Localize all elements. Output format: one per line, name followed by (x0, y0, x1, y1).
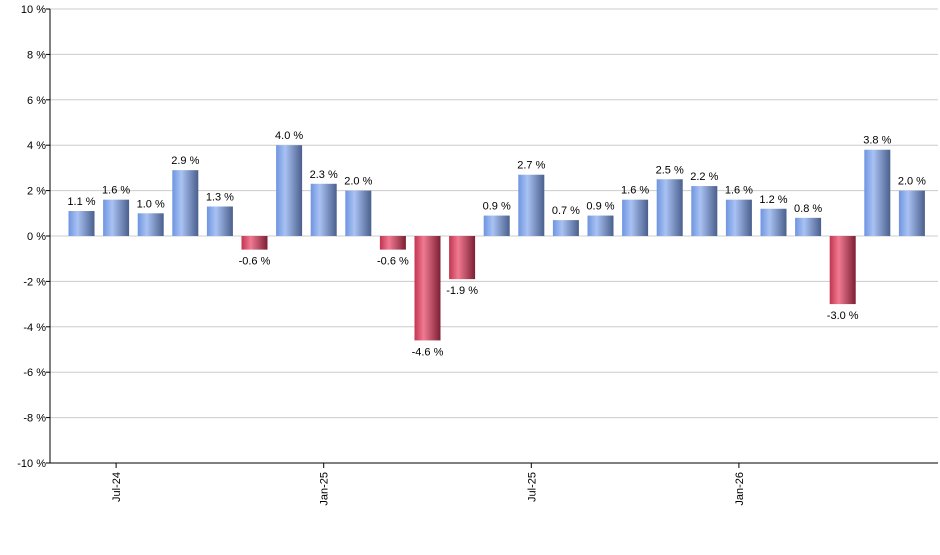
value-label-2025-06: 0.9 % (483, 201, 511, 213)
bar-2025-07 (518, 174, 545, 236)
value-label-2026-06: 2.0 % (898, 176, 926, 188)
bar-2024-10 (206, 206, 233, 236)
value-label-2026-05: 3.8 % (863, 135, 891, 147)
bar-2026-05 (864, 149, 891, 236)
y-tick-label: -8 % (23, 413, 46, 425)
y-tick-label: -6 % (23, 367, 46, 379)
bar-2024-08 (137, 213, 164, 236)
bar-2026-02 (760, 208, 787, 236)
y-tick-label: 2 % (27, 186, 46, 198)
value-label-2024-08: 1.0 % (137, 198, 165, 210)
bar-2025-05 (449, 236, 476, 280)
bars (68, 145, 925, 341)
value-label-2024-07: 1.6 % (102, 185, 130, 197)
value-label-2025-03: -0.6 % (377, 256, 409, 268)
value-label-2026-02: 1.2 % (759, 194, 787, 206)
bar-2025-04 (414, 236, 441, 341)
value-label-2024-10: 1.3 % (206, 191, 234, 203)
value-label-2026-04: -3.0 % (827, 310, 859, 322)
bar-2025-03 (379, 236, 406, 250)
bar-2024-07 (103, 199, 130, 236)
bar-2025-08 (552, 220, 579, 236)
value-label-2025-10: 1.6 % (621, 185, 649, 197)
value-label-2025-07: 2.7 % (517, 160, 545, 172)
value-label-2025-11: 2.5 % (656, 164, 684, 176)
bar-2025-02 (345, 190, 372, 236)
value-label-2026-01: 1.6 % (725, 185, 753, 197)
value-label-2024-09: 2.9 % (171, 155, 199, 167)
bar-2026-01 (725, 199, 752, 236)
bar-2026-04 (829, 236, 856, 305)
x-tick-label: Jan-26 (734, 472, 746, 506)
value-label-2024-06: 1.1 % (67, 196, 95, 208)
y-tick-label: 8 % (27, 49, 46, 61)
x-tick-label: Jul-25 (526, 472, 538, 502)
x-tick-label: Jan-25 (319, 472, 331, 506)
value-label-2025-05: -1.9 % (446, 285, 478, 297)
value-label-2025-12: 2.2 % (690, 171, 718, 183)
bar-2025-01 (310, 183, 337, 236)
bar-2026-06 (898, 190, 925, 236)
y-tick-label: 10 % (21, 4, 46, 16)
value-label-2025-01: 2.3 % (310, 169, 338, 181)
bar-2024-11 (241, 236, 268, 250)
y-tick-label: 0 % (27, 231, 46, 243)
bar-2026-03 (795, 217, 822, 236)
value-label-2025-04: -4.6 % (412, 346, 444, 358)
bar-2024-12 (276, 145, 303, 236)
bar-2025-06 (483, 215, 510, 236)
y-tick-label: 6 % (27, 95, 46, 107)
value-labels: 1.1 % 1.6 % 1.0 % 2.9 % 1.3 % -0.6 % 4.0 % 2.3 … (67, 130, 926, 358)
value-label-2024-12: 4.0 % (275, 130, 303, 142)
y-tick-label: -4 % (23, 322, 46, 334)
y-tick-label: -2 % (23, 276, 46, 288)
x-tick-label: Jul-24 (111, 472, 123, 502)
value-label-2025-09: 0.9 % (586, 201, 614, 213)
value-label-2024-11: -0.6 % (239, 256, 271, 268)
value-label-2026-03: 0.8 % (794, 203, 822, 215)
bar-2025-10 (622, 199, 649, 236)
y-tick-label: 4 % (27, 140, 46, 152)
value-label-2025-08: 0.7 % (552, 205, 580, 217)
bar-2025-12 (691, 186, 718, 236)
axes: 10 % 8 % 6 % 4 % 2 % 0 % -2 % -4 % -6 % -8 % -10 %… (17, 4, 938, 506)
bar-2025-09 (587, 215, 614, 236)
bar-2025-11 (656, 179, 683, 236)
value-label-2025-02: 2.0 % (344, 176, 372, 188)
bar-2024-09 (172, 170, 199, 236)
y-tick-label: -10 % (17, 458, 46, 470)
bar-2024-06 (68, 211, 95, 236)
